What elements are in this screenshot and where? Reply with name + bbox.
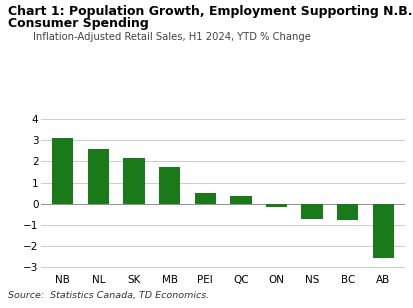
Bar <box>266 204 287 207</box>
Bar <box>337 204 358 221</box>
Bar <box>195 193 216 204</box>
Bar <box>123 158 145 204</box>
Text: Chart 1: Population Growth, Employment Supporting N.B.: Chart 1: Population Growth, Employment S… <box>8 5 413 18</box>
Text: Inflation-Adjusted Retail Sales, H1 2024, YTD % Change: Inflation-Adjusted Retail Sales, H1 2024… <box>33 32 311 42</box>
Bar <box>52 138 74 204</box>
Bar <box>88 149 109 204</box>
Bar <box>159 167 180 204</box>
Bar <box>230 196 252 204</box>
Text: Source:  Statistics Canada, TD Economics.: Source: Statistics Canada, TD Economics. <box>8 291 209 300</box>
Bar <box>301 204 323 219</box>
Text: Consumer Spending: Consumer Spending <box>8 17 149 30</box>
Bar <box>373 204 394 258</box>
